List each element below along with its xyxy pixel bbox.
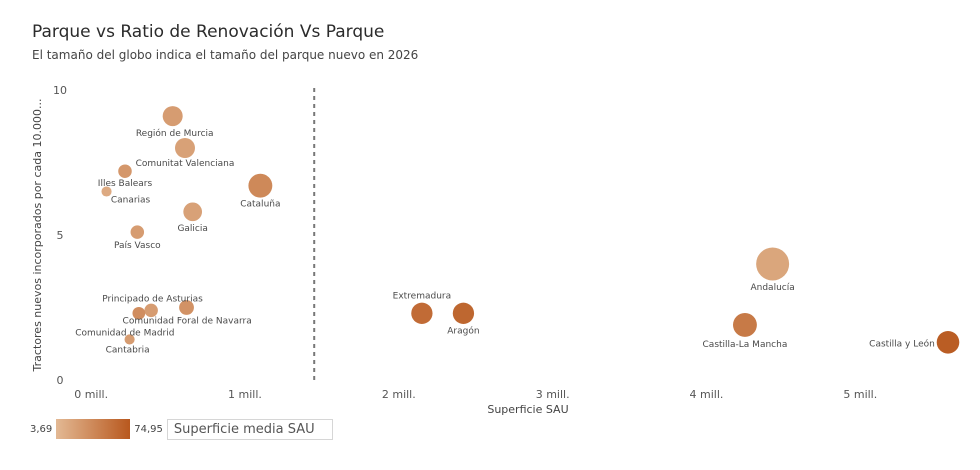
bubble[interactable]	[411, 302, 433, 324]
bubble-label: Cataluña	[240, 200, 280, 210]
bubble-label: Canarias	[111, 196, 151, 206]
bubble[interactable]	[132, 306, 146, 320]
y-axis-title: Tractores nuevos incorporados por cada 1…	[31, 99, 44, 373]
x-tick-label: 2 mill.	[382, 388, 416, 401]
bubble-label: Cantabria	[106, 345, 150, 355]
bubbles	[101, 106, 960, 354]
color-legend: 3,69 74,95 Superficie media SAU	[30, 418, 333, 440]
bubble-label: Comunidad Foral de Navarra	[123, 316, 252, 326]
bubble-label: Extremadura	[393, 291, 452, 301]
legend-gradient	[56, 419, 131, 439]
bubble[interactable]	[936, 331, 960, 354]
bubble[interactable]	[144, 303, 158, 318]
legend-field-label: Superficie media SAU	[166, 418, 333, 440]
y-tick-label: 10	[53, 84, 67, 97]
x-tick-label: 3 mill.	[536, 388, 570, 401]
x-axis-title: Superficie SAU	[487, 403, 568, 415]
bubble-label: Andalucía	[750, 283, 794, 293]
bubble-label: Comunidad de Madrid	[75, 328, 174, 338]
bubble-chart: 0 5 10 0 mill. 1 mill. 2 mill. 3 mill. 4 mill.…	[31, 84, 960, 415]
x-tick-label: 0 mill.	[74, 388, 108, 401]
bubble[interactable]	[732, 312, 757, 337]
bubble[interactable]	[179, 300, 194, 315]
bubble[interactable]	[124, 334, 135, 345]
y-tick-label: 5	[57, 229, 64, 242]
y-tick-label: 0	[57, 374, 64, 387]
bubble-label: Illes Balears	[98, 179, 153, 189]
bubble-label: Región de Murcia	[136, 128, 214, 139]
bubble-label: País Vasco	[114, 241, 161, 251]
bubble-label: Castilla y León	[869, 338, 935, 349]
legend-max-label: 74,95	[134, 423, 163, 435]
bubble[interactable]	[183, 202, 203, 222]
bubble[interactable]	[174, 138, 195, 158]
bubble[interactable]	[756, 247, 790, 281]
bubble[interactable]	[452, 302, 475, 324]
point-labels: Región de Murcia Comunitat Valenciana Ille…	[75, 128, 935, 355]
bubble[interactable]	[162, 106, 183, 127]
chart-subtitle: El tamaño del globo indica el tamaño del…	[32, 48, 419, 62]
bubble[interactable]	[101, 186, 112, 197]
bubble[interactable]	[248, 173, 273, 198]
legend-min-label: 3,69	[30, 423, 53, 435]
x-axis-ticks: 0 mill. 1 mill. 2 mill. 3 mill. 4 mill. 5 mil…	[74, 388, 877, 401]
chart-title: Parque vs Ratio de Renovación Vs Parque	[32, 22, 385, 42]
bubble-label: Comunitat Valenciana	[136, 159, 235, 169]
x-tick-label: 5 mill.	[843, 388, 877, 401]
bubble[interactable]	[118, 164, 132, 178]
bubble-label: Principado de Asturias	[102, 295, 203, 305]
x-tick-label: 1 mill.	[228, 388, 262, 401]
bubble-label: Castilla-La Mancha	[703, 340, 788, 350]
bubble-label: Galicia	[177, 224, 207, 234]
x-tick-label: 4 mill.	[690, 388, 724, 401]
y-axis-ticks: 0 5 10	[53, 84, 67, 387]
bubble-label: Aragón	[447, 325, 479, 336]
bubble[interactable]	[130, 225, 145, 239]
